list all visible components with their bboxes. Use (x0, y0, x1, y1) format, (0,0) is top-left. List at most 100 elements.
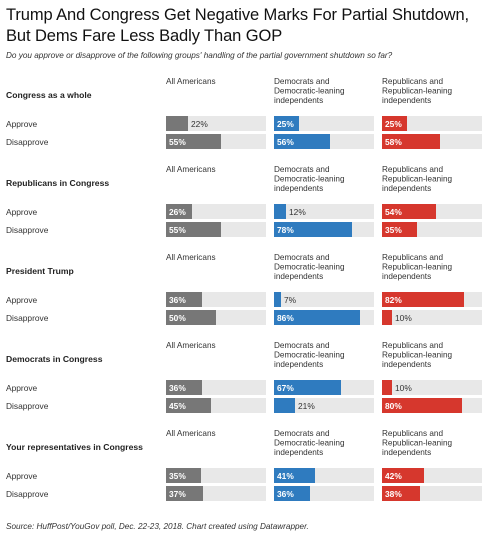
column-header-all: All Americans (166, 341, 216, 350)
column-header-line: independents (382, 96, 431, 105)
value-label-republicans-in-congress-disapprove-dem: 78% (277, 225, 294, 235)
bar-congress-as-a-whole-disapprove-all (166, 134, 221, 149)
column-header-dem: Democrats and Democratic-leaning independe… (274, 341, 345, 369)
row-label-approve: Approve (6, 295, 38, 305)
bar-your-representatives-in-congress-disapprove-rep (382, 486, 420, 501)
column-header-line: Democratic-leaning (274, 175, 345, 184)
bar-democrats-in-congress-approve-dem (274, 380, 341, 395)
bar-track (274, 204, 374, 219)
column-header-line: Republicans and (382, 253, 443, 262)
column-header-line: independents (382, 184, 431, 193)
column-header-line: Democrats and (274, 77, 330, 86)
value-label-president-trump-approve-rep: 82% (385, 295, 402, 305)
column-header-line: Republican-leaning (382, 87, 453, 96)
value-label-your-representatives-in-congress-disapprove-rep: 38% (385, 489, 402, 499)
bar-congress-as-a-whole-disapprove-dem (274, 134, 330, 149)
bar-republicans-in-congress-disapprove-all (166, 222, 221, 237)
bar-republicans-in-congress-approve-all (166, 204, 192, 219)
column-header-all: All Americans (166, 77, 216, 86)
column-header-all: All Americans (166, 165, 216, 174)
chart-title: Trump And Congress Get Negative Marks Fo… (6, 6, 470, 45)
column-header-line: independents (274, 272, 323, 281)
value-label-democrats-in-congress-disapprove-dem: 21% (298, 401, 315, 411)
column-header-line: Republicans and (382, 165, 443, 174)
column-header-rep: Republicans and Republican-leaning indepen… (382, 429, 453, 457)
column-header-line: Republicans and (382, 341, 443, 350)
row-label-disapprove: Disapprove (6, 313, 49, 323)
value-label-president-trump-approve-all: 36% (169, 295, 186, 305)
bar-track (382, 380, 482, 395)
value-label-your-representatives-in-congress-approve-all: 35% (169, 471, 186, 481)
column-header-rep: Republicans and Republican-leaning indepen… (382, 77, 453, 105)
value-label-republicans-in-congress-approve-rep: 54% (385, 207, 402, 217)
column-header-line: All Americans (166, 77, 216, 86)
column-header-line: independents (382, 360, 431, 369)
column-header-line: independents (274, 448, 323, 457)
bar-your-representatives-in-congress-disapprove-all (166, 486, 203, 501)
column-header-line: Republican-leaning (382, 439, 453, 448)
bar-track (274, 398, 374, 413)
row-label-approve: Approve (6, 383, 38, 393)
column-header-rep: Republicans and Republican-leaning indepen… (382, 341, 453, 369)
value-label-president-trump-disapprove-all: 50% (169, 313, 186, 323)
bar-president-trump-disapprove-dem (274, 310, 360, 325)
row-label-disapprove: Disapprove (6, 401, 49, 411)
bar-your-representatives-in-congress-approve-dem (274, 468, 315, 483)
column-header-dem: Democrats and Democratic-leaning independe… (274, 429, 345, 457)
value-label-president-trump-approve-dem: 7% (284, 295, 297, 305)
value-label-republicans-in-congress-approve-all: 26% (169, 207, 186, 217)
row-label-approve: Approve (6, 207, 38, 217)
bar-track (274, 292, 374, 307)
bar-democrats-in-congress-disapprove-all (166, 398, 211, 413)
chart-subtitle: Do you approve or disapprove of the foll… (6, 51, 393, 60)
value-label-republicans-in-congress-disapprove-rep: 35% (385, 225, 402, 235)
column-header-dem: Democrats and Democratic-leaning independe… (274, 165, 345, 193)
column-header-all: All Americans (166, 429, 216, 438)
bar-congress-as-a-whole-disapprove-rep (382, 134, 440, 149)
bar-democrats-in-congress-disapprove-rep (382, 398, 462, 413)
bar-president-trump-disapprove-rep (382, 310, 392, 325)
value-label-congress-as-a-whole-approve-all: 22% (191, 119, 208, 129)
value-label-democrats-in-congress-approve-all: 36% (169, 383, 186, 393)
column-header-line: Democratic-leaning (274, 263, 345, 272)
value-label-democrats-in-congress-approve-dem: 67% (277, 383, 294, 393)
bar-republicans-in-congress-approve-dem (274, 204, 286, 219)
value-label-congress-as-a-whole-disapprove-all: 55% (169, 137, 186, 147)
bar-track (166, 116, 266, 131)
value-label-republicans-in-congress-approve-dem: 12% (289, 207, 306, 217)
bar-your-representatives-in-congress-approve-rep (382, 468, 424, 483)
value-label-your-representatives-in-congress-disapprove-all: 37% (169, 489, 186, 499)
value-label-congress-as-a-whole-approve-dem: 25% (277, 119, 294, 129)
column-header-line: independents (382, 448, 431, 457)
bar-congress-as-a-whole-approve-all (166, 116, 188, 131)
bar-track (382, 310, 482, 325)
column-header-line: All Americans (166, 341, 216, 350)
bar-your-representatives-in-congress-disapprove-dem (274, 486, 310, 501)
column-header-line: independents (382, 272, 431, 281)
column-header-line: Republican-leaning (382, 263, 453, 272)
column-header-line: Democrats and (274, 253, 330, 262)
column-header-line: Democratic-leaning (274, 439, 345, 448)
bar-your-representatives-in-congress-approve-all (166, 468, 201, 483)
column-header-dem: Democrats and Democratic-leaning independe… (274, 77, 345, 105)
bar-republicans-in-congress-disapprove-dem (274, 222, 352, 237)
column-header-line: Republicans and (382, 429, 443, 438)
row-label-disapprove: Disapprove (6, 137, 49, 147)
value-label-congress-as-a-whole-approve-rep: 25% (385, 119, 402, 129)
column-header-line: Republican-leaning (382, 175, 453, 184)
column-header-line: Democratic-leaning (274, 351, 345, 360)
bar-president-trump-approve-all (166, 292, 202, 307)
value-label-your-representatives-in-congress-approve-rep: 42% (385, 471, 402, 481)
bar-president-trump-disapprove-all (166, 310, 216, 325)
value-label-democrats-in-congress-disapprove-rep: 80% (385, 401, 402, 411)
column-header-line: All Americans (166, 429, 216, 438)
group-label-congress-as-a-whole: Congress as a whole (6, 90, 92, 100)
group-label-republicans-in-congress: Republicans in Congress (6, 178, 109, 188)
bar-republicans-in-congress-disapprove-rep (382, 222, 417, 237)
bar-democrats-in-congress-approve-rep (382, 380, 392, 395)
column-header-all: All Americans (166, 253, 216, 262)
column-header-dem: Democrats and Democratic-leaning independe… (274, 253, 345, 281)
group-label-your-representatives-in-congress: Your representatives in Congress (6, 442, 143, 452)
column-header-line: Democrats and (274, 429, 330, 438)
